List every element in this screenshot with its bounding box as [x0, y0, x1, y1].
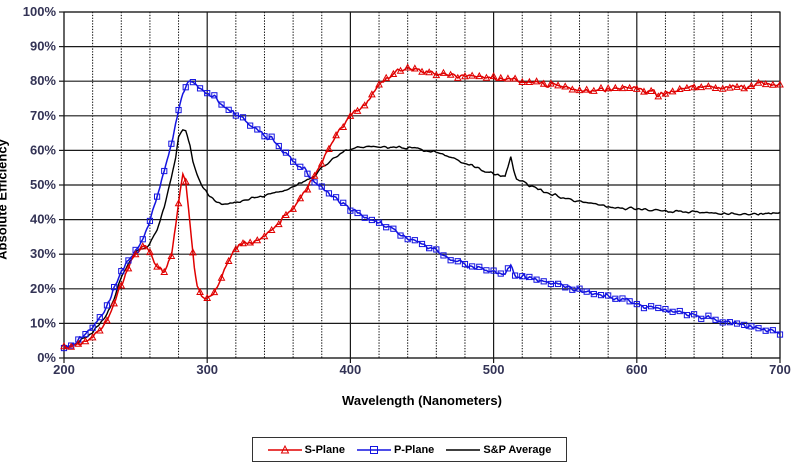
svg-text:70%: 70% — [30, 108, 56, 123]
svg-text:600: 600 — [626, 362, 648, 377]
svg-text:400: 400 — [340, 362, 362, 377]
svg-text:60%: 60% — [30, 142, 56, 157]
svg-text:300: 300 — [196, 362, 218, 377]
svg-text:80%: 80% — [30, 73, 56, 88]
svg-text:90%: 90% — [30, 39, 56, 54]
svg-text:30%: 30% — [30, 246, 56, 261]
svg-text:0%: 0% — [37, 350, 56, 365]
svg-text:700: 700 — [769, 362, 791, 377]
svg-text:40%: 40% — [30, 212, 56, 227]
svg-text:500: 500 — [483, 362, 505, 377]
svg-text:20%: 20% — [30, 281, 56, 296]
svg-text:100%: 100% — [23, 4, 57, 19]
svg-text:200: 200 — [53, 362, 75, 377]
svg-text:50%: 50% — [30, 177, 56, 192]
svg-text:10%: 10% — [30, 315, 56, 330]
